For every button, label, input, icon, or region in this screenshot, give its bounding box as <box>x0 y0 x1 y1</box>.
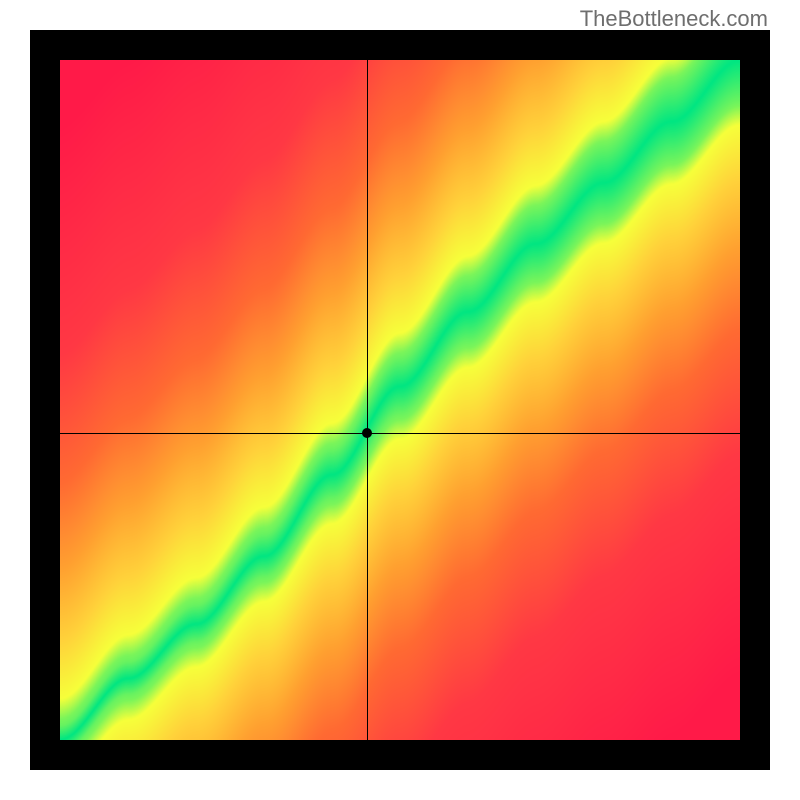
crosshair-vertical <box>367 60 368 740</box>
crosshair-horizontal <box>60 433 740 434</box>
heatmap-canvas <box>60 60 740 740</box>
chart-outer-border <box>30 30 770 770</box>
chart-plot-area <box>60 60 740 740</box>
crosshair-marker <box>362 428 372 438</box>
watermark-text: TheBottleneck.com <box>580 6 768 32</box>
